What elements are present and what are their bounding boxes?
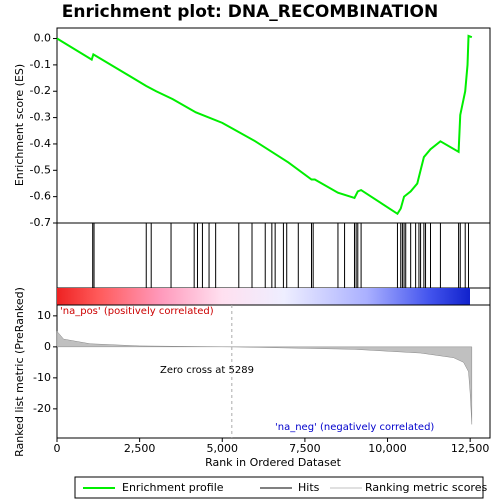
y-tick-label: -0.7 bbox=[30, 216, 51, 229]
y-tick-label: -0.2 bbox=[30, 84, 51, 97]
enrichment-line bbox=[56, 34, 473, 216]
frame bbox=[56, 27, 491, 439]
pos-label: 'na_pos' (positively correlated) bbox=[60, 306, 214, 317]
metric-area bbox=[56, 330, 473, 425]
color-bar bbox=[57, 288, 470, 305]
zero-cross-label: Zero cross at 5289 bbox=[160, 365, 254, 376]
y-tick-label: -20 bbox=[33, 402, 51, 415]
x-tick-label: 7,500 bbox=[289, 442, 321, 455]
y-tick-label: -0.6 bbox=[30, 190, 51, 203]
y-tick-label: 0.0 bbox=[34, 32, 52, 45]
legend-label: Ranking metric scores bbox=[365, 481, 487, 494]
x-tick-label: 2,500 bbox=[124, 442, 156, 455]
y-tick-label: -0.4 bbox=[30, 137, 51, 150]
x-tick-label: 10,000 bbox=[368, 442, 407, 455]
x-axis-label: Rank in Ordered Dataset bbox=[205, 456, 342, 469]
y-tick-label: -0.5 bbox=[30, 163, 51, 176]
x-tick-label: 0 bbox=[54, 442, 61, 455]
y-axis-label: Enrichment score (ES) bbox=[13, 64, 26, 186]
y-tick-label: -0.3 bbox=[30, 111, 51, 124]
legend-label: Enrichment profile bbox=[122, 481, 224, 494]
y-tick-label: 10 bbox=[37, 309, 51, 322]
chart-title: Enrichment plot: DNA_RECOMBINATION bbox=[62, 2, 439, 22]
y-tick-label: -0.1 bbox=[30, 58, 51, 71]
y-tick-label: -10 bbox=[33, 371, 51, 384]
y-tick-label: 0 bbox=[44, 340, 51, 353]
legend-label: Hits bbox=[298, 481, 320, 494]
x-tick-label: 5,000 bbox=[207, 442, 239, 455]
x-tick-label: 12,500 bbox=[451, 442, 490, 455]
neg-label: 'na_neg' (negatively correlated) bbox=[275, 422, 434, 433]
y-axis-label: Ranked list metric (PreRanked) bbox=[13, 287, 26, 457]
